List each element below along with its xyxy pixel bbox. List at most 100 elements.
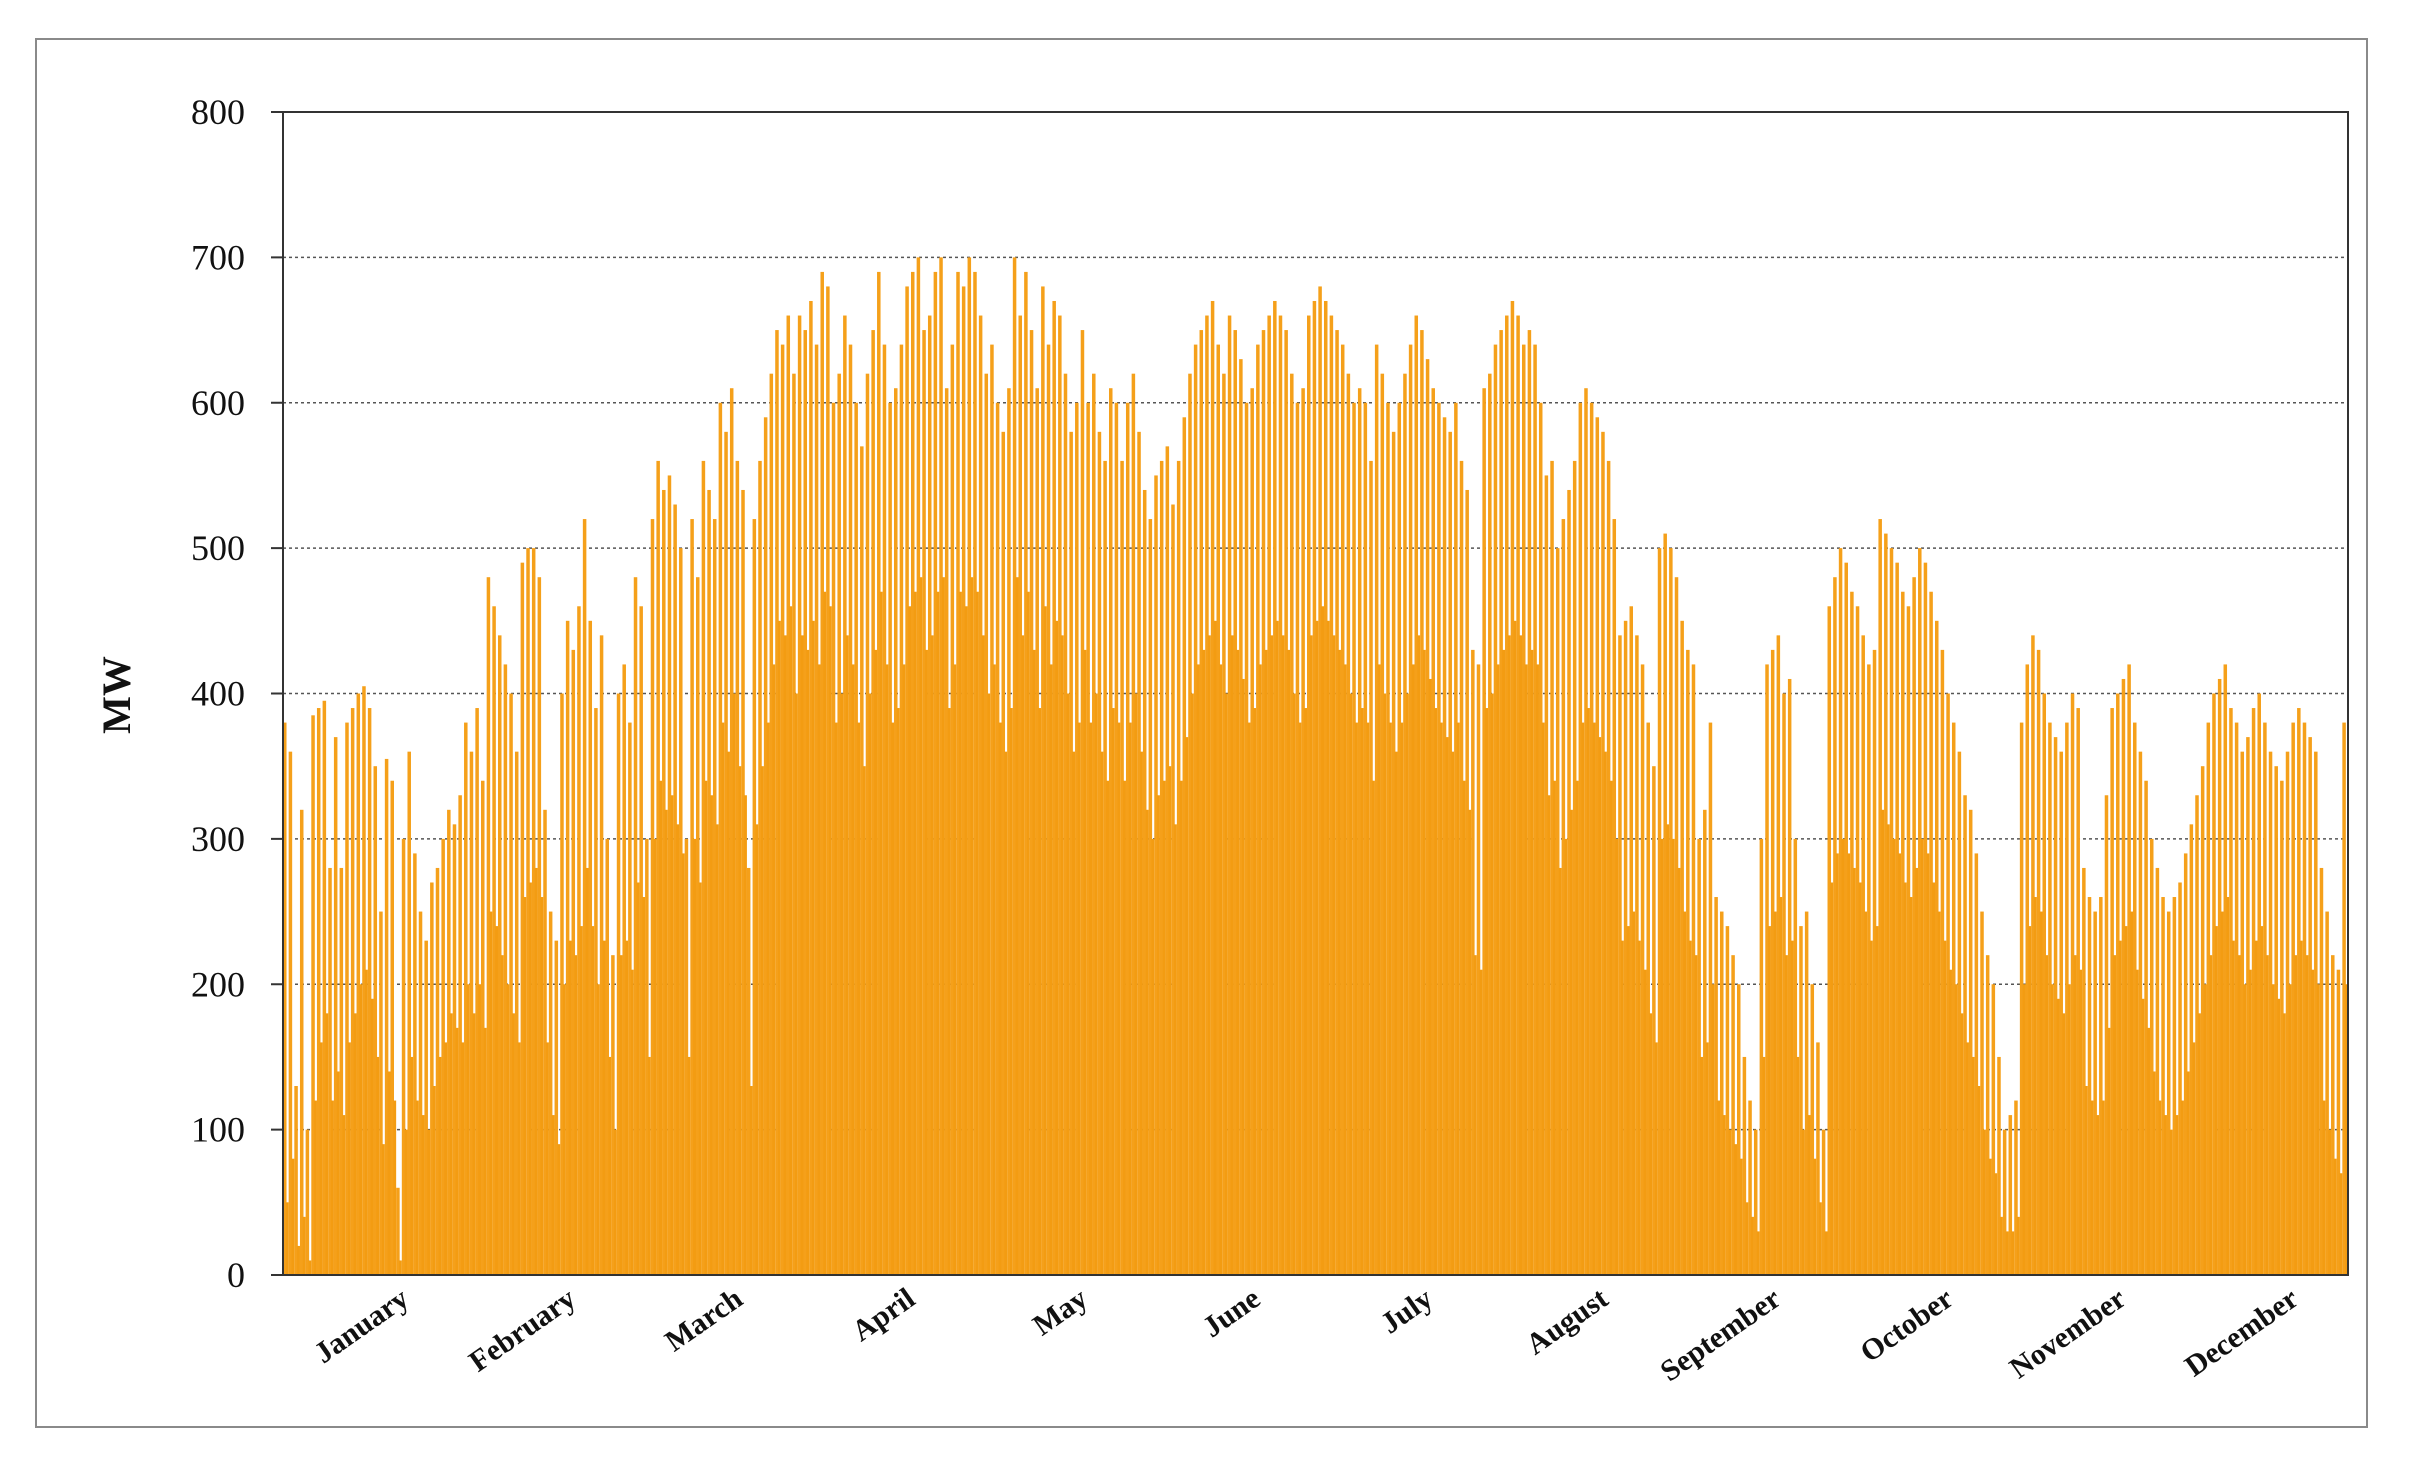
daily-bar: [2127, 664, 2131, 1275]
daily-bar-base: [1564, 838, 1568, 1276]
daily-bar-base: [698, 882, 702, 1275]
daily-bar: [1086, 402, 1090, 1275]
daily-bar: [2291, 722, 2295, 1275]
daily-bar: [1250, 388, 1254, 1276]
daily-bar-base: [1360, 708, 1364, 1275]
daily-bar-base: [1558, 867, 1562, 1275]
daily-bar: [1290, 373, 1294, 1275]
daily-bar: [1403, 373, 1407, 1275]
daily-bar-base: [1802, 1129, 1805, 1276]
daily-bar: [1595, 417, 1600, 1275]
daily-bar: [1782, 693, 1786, 1275]
daily-bar: [469, 751, 474, 1275]
daily-bar-base: [540, 897, 544, 1275]
daily-bar: [497, 635, 502, 1275]
daily-bar-base: [2282, 1013, 2286, 1275]
daily-bar: [1295, 402, 1300, 1275]
month-label: April: [846, 1282, 921, 1348]
daily-bar-base: [432, 1086, 436, 1275]
daily-bar-base: [1157, 795, 1160, 1275]
daily-bar: [1120, 460, 1124, 1275]
daily-bar: [741, 489, 745, 1276]
daily-bar: [978, 315, 983, 1275]
daily-bar: [656, 460, 660, 1275]
daily-bar: [2025, 664, 2030, 1275]
daily-bar: [797, 315, 802, 1275]
daily-bar: [746, 867, 751, 1275]
daily-bar-base: [964, 606, 968, 1275]
daily-bar-base: [2237, 955, 2241, 1275]
daily-bar-base: [602, 940, 606, 1275]
daily-bar: [2263, 722, 2267, 1275]
daily-bar-base: [2181, 1100, 2184, 1275]
month-label: September: [1654, 1282, 1786, 1388]
daily-bar-base: [1400, 722, 1404, 1275]
daily-bar-base: [1785, 955, 1788, 1275]
daily-bar-base: [1971, 1056, 1975, 1275]
daily-bar: [1233, 330, 1237, 1275]
daily-bar-base: [1094, 693, 1098, 1275]
daily-bar: [2053, 737, 2058, 1275]
daily-bar: [1759, 838, 1764, 1276]
daily-bar-base: [1060, 635, 1064, 1275]
daily-bar-base: [1756, 1231, 1760, 1275]
month-label: July: [1375, 1282, 1439, 1341]
daily-bar: [2076, 708, 2080, 1275]
daily-bar-base: [959, 591, 962, 1275]
daily-bar-base: [653, 838, 657, 1276]
daily-bar-base: [1230, 635, 1234, 1275]
daily-bar: [1205, 315, 1209, 1275]
daily-bar-base: [811, 620, 815, 1275]
daily-bar-base: [998, 722, 1002, 1275]
daily-bar-base: [1813, 1158, 1817, 1275]
daily-bar: [1736, 984, 1741, 1275]
daily-bar-base: [1632, 911, 1636, 1275]
daily-bar-base: [1830, 882, 1834, 1275]
daily-bar-base: [1208, 635, 1211, 1275]
daily-bar-base: [902, 664, 906, 1275]
daily-bar-base: [2271, 984, 2275, 1275]
daily-bar-base: [1841, 838, 1845, 1276]
daily-bar: [967, 257, 972, 1276]
daily-bar: [1425, 359, 1430, 1275]
daily-bar-base: [1864, 911, 1868, 1275]
daily-bar: [1816, 1042, 1820, 1275]
daily-bar-base: [500, 955, 504, 1275]
daily-bar: [401, 838, 406, 1276]
daily-bar: [2234, 722, 2239, 1275]
daily-bar: [435, 867, 440, 1275]
daily-bar: [826, 286, 830, 1275]
daily-bar-base: [1106, 780, 1109, 1275]
daily-bar-base: [942, 577, 945, 1275]
daily-bar: [311, 715, 315, 1275]
daily-bar-base: [1275, 620, 1279, 1275]
daily-bar: [1850, 591, 1854, 1275]
daily-bar-base: [2175, 1115, 2179, 1275]
daily-bar-base: [1445, 737, 1449, 1275]
daily-bar-base: [1258, 664, 1262, 1275]
daily-bar-base: [1728, 1129, 1732, 1276]
daily-bar-base: [1428, 678, 1432, 1275]
daily-bar-base: [2090, 1100, 2094, 1275]
daily-bar: [1482, 388, 1486, 1276]
daily-bar-base: [857, 722, 861, 1275]
daily-bar: [1578, 402, 1583, 1275]
daily-bar-base: [2322, 1100, 2326, 1275]
daily-bar-base: [715, 824, 719, 1275]
daily-bar-base: [291, 1158, 295, 1275]
daily-bar: [2308, 737, 2312, 1275]
daily-bar-base: [1920, 838, 1924, 1276]
daily-bar-base: [1355, 722, 1358, 1275]
daily-bar: [2031, 635, 2035, 1275]
daily-bar: [288, 751, 293, 1275]
daily-bar-base: [1496, 664, 1500, 1275]
daily-bar-base: [2339, 1173, 2343, 1275]
daily-bar-base: [1038, 708, 1042, 1275]
daily-bar: [1714, 897, 1718, 1275]
daily-bar: [1652, 766, 1656, 1275]
daily-bar: [662, 489, 666, 1276]
daily-bar-base: [285, 1202, 289, 1275]
daily-bar: [1165, 446, 1170, 1275]
daily-bar-base: [908, 606, 911, 1275]
